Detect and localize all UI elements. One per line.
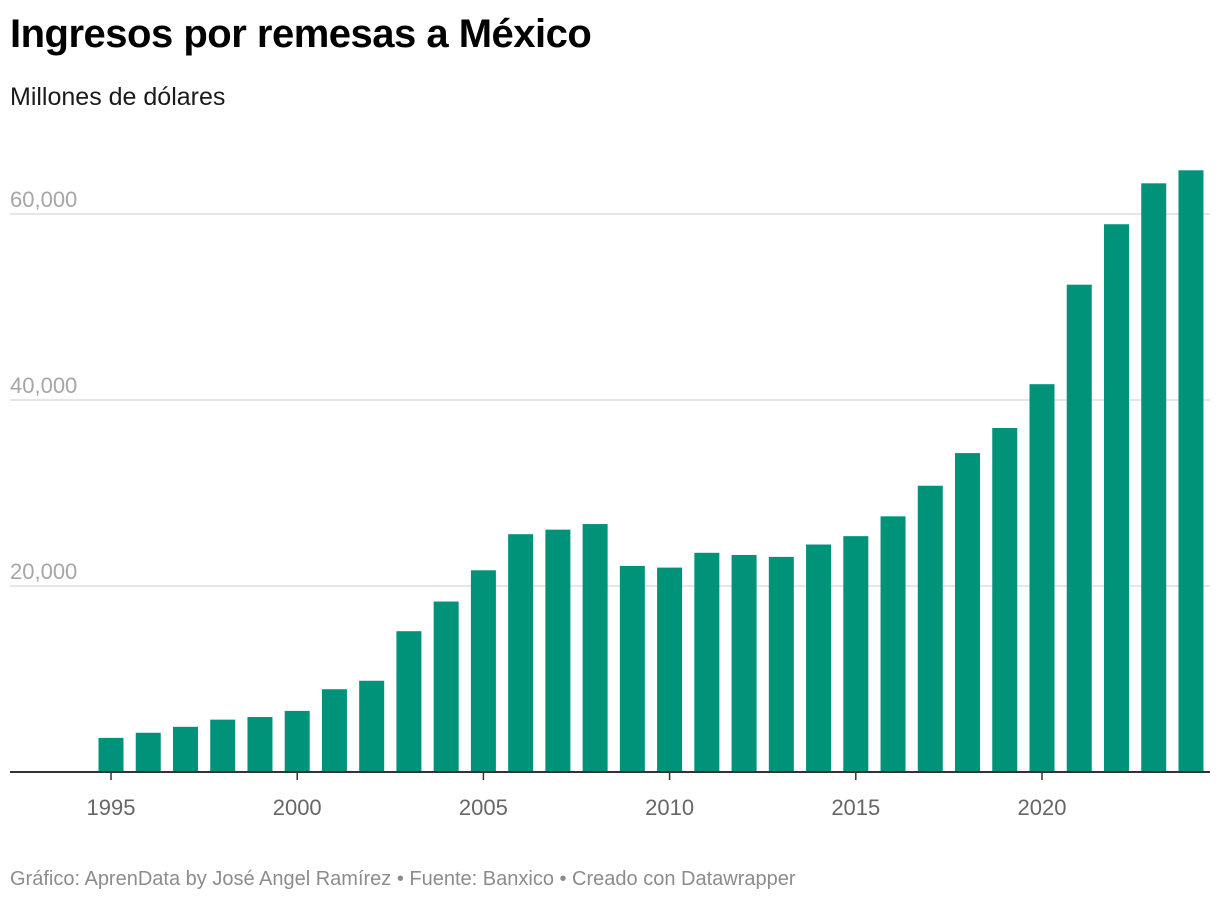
bar-1999 (247, 717, 273, 772)
bar-2019 (992, 427, 1018, 772)
bar-2003 (396, 631, 422, 772)
bar-1997 (172, 726, 198, 772)
bar-2011 (694, 552, 720, 772)
y-tick-label: 40,000 (10, 373, 77, 398)
y-tick-label: 60,000 (10, 187, 77, 212)
y-tick-labels: 20,000 40,000 60,000 (10, 187, 77, 584)
chart-subtitle: Millones de dólares (10, 83, 226, 111)
bar-2024 (1178, 170, 1204, 773)
bar-2007 (545, 529, 571, 772)
bars (98, 170, 1204, 773)
bar-2017 (917, 485, 943, 772)
bar-2012 (731, 554, 757, 772)
bar-2018 (955, 453, 981, 772)
x-axis (10, 771, 1210, 780)
bar-2001 (321, 689, 347, 772)
bar-1995 (98, 737, 124, 772)
bar-2002 (359, 680, 385, 772)
y-tick-label: 20,000 (10, 559, 77, 584)
bar-1998 (210, 719, 236, 772)
bar-2010 (657, 567, 683, 772)
x-tick-label: 2020 (1018, 795, 1067, 820)
bar-1996 (135, 732, 161, 772)
bar-2020 (1029, 384, 1055, 772)
bar-2004 (433, 601, 459, 772)
x-tick-label: 2000 (273, 795, 322, 820)
bar-2013 (768, 556, 794, 772)
x-tick-label: 1995 (87, 795, 136, 820)
bar-2015 (843, 536, 869, 772)
chart-title: Ingresos por remesas a México (10, 12, 592, 56)
x-tick-label: 2015 (831, 795, 880, 820)
x-tick-labels: 1995 2000 2005 2010 2015 2020 (87, 795, 1067, 820)
bar-2005 (470, 570, 496, 772)
bar-2008 (582, 524, 608, 772)
x-tick-label: 2010 (645, 795, 694, 820)
bar-2000 (284, 710, 310, 772)
bar-2014 (806, 544, 832, 772)
bar-2006 (508, 534, 534, 772)
bar-2022 (1103, 224, 1129, 773)
bar-2009 (619, 565, 645, 772)
bar-2016 (880, 516, 906, 772)
chart-credits: Gráfico: AprenData by José Angel Ramírez… (10, 868, 796, 890)
x-tick-label: 2005 (459, 795, 508, 820)
bar-2023 (1141, 183, 1167, 772)
bar-2021 (1066, 284, 1092, 772)
